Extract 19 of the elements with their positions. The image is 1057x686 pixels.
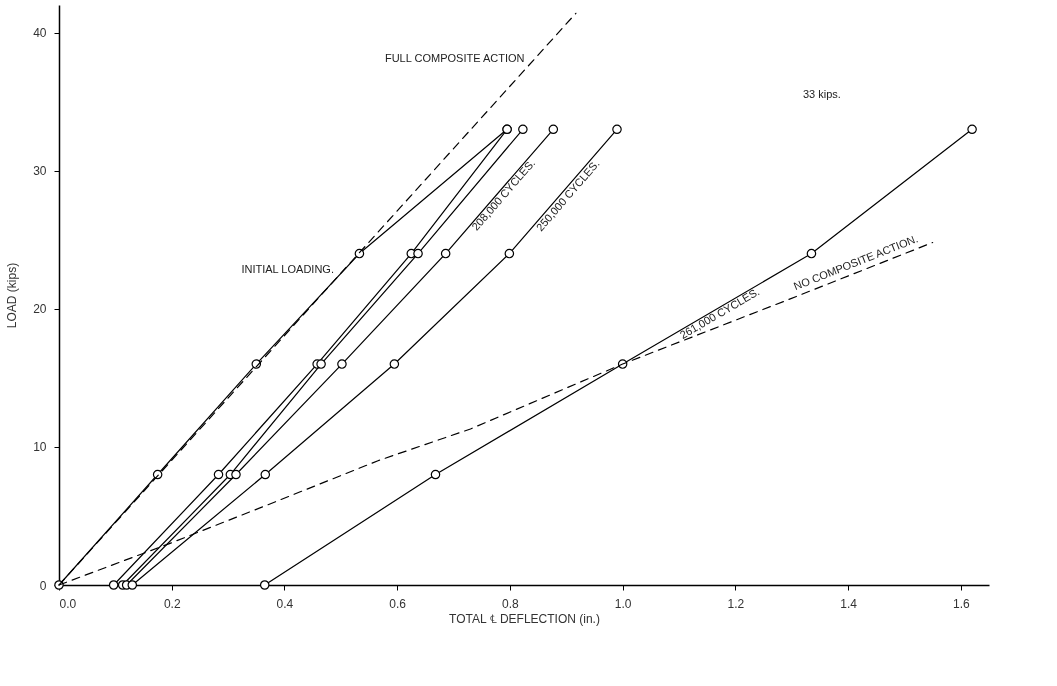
annotation: 33 kips. bbox=[803, 87, 841, 100]
series-label: FULL COMPOSITE ACTION bbox=[384, 52, 525, 65]
y-axis-title: LOAD (kips) bbox=[5, 262, 20, 329]
y-tick-label: 30 bbox=[33, 164, 47, 179]
x-axis-title: TOTAL ℄ DEFLECTION (in.) bbox=[449, 611, 600, 626]
y-tick-label: 0 bbox=[39, 578, 47, 593]
x-tick-label: 0.8 bbox=[502, 596, 520, 611]
x-tick-label: 1.0 bbox=[614, 596, 632, 611]
y-tick-label: 20 bbox=[33, 302, 47, 317]
y-tick-label: 40 bbox=[33, 26, 47, 41]
x-tick-label: 0.4 bbox=[276, 596, 294, 611]
x-tick-label: 1.4 bbox=[840, 596, 858, 611]
x-tick-label: 1.6 bbox=[952, 596, 970, 611]
series-label: INITIAL LOADING. bbox=[241, 263, 334, 276]
x-tick-label: 0.6 bbox=[389, 596, 407, 611]
y-tick-label: 10 bbox=[33, 440, 47, 455]
x-tick-label: 0.2 bbox=[163, 596, 181, 611]
x-tick-label: 0.0 bbox=[59, 596, 77, 611]
x-tick-label: 1.2 bbox=[727, 596, 745, 611]
